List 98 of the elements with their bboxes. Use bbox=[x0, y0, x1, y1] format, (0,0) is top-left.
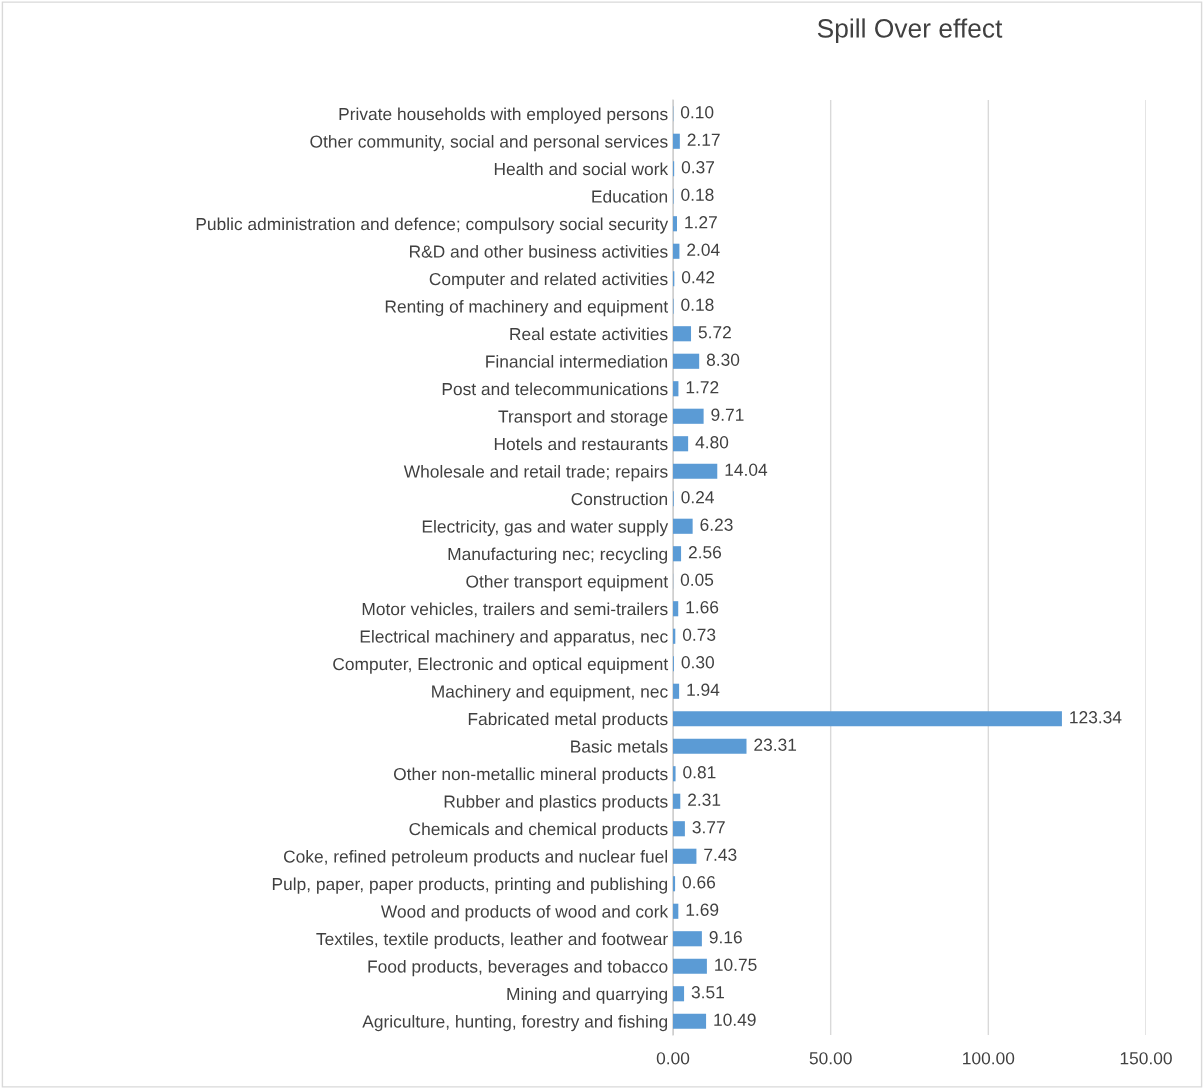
y-tick-label: Coke, refined petroleum products and nuclear fuel bbox=[283, 849, 668, 867]
bar bbox=[673, 518, 693, 534]
y-tick-label: Hotels and restaurants bbox=[494, 437, 668, 451]
data-label: 10.75 bbox=[715, 958, 757, 971]
bar bbox=[673, 216, 677, 232]
data-label: 0.73 bbox=[682, 628, 716, 641]
x-tick-label: 150.00 bbox=[1120, 1052, 1172, 1065]
data-label: 1.94 bbox=[687, 683, 720, 696]
bar bbox=[673, 958, 707, 974]
data-label: 1.69 bbox=[686, 903, 719, 916]
bar bbox=[673, 133, 680, 149]
x-tick-label: 0.00 bbox=[656, 1052, 690, 1065]
bar bbox=[673, 353, 700, 369]
y-tick-label: Machinery and equipment, nec bbox=[432, 684, 668, 702]
y-tick-label: Computer, Electronic and optical equipment bbox=[333, 657, 669, 674]
data-label: 10.49 bbox=[714, 1013, 756, 1026]
bar bbox=[673, 821, 685, 837]
y-tick-label: Financial intermediation bbox=[486, 354, 668, 368]
data-label: 0.05 bbox=[680, 573, 714, 586]
data-label: 6.23 bbox=[700, 518, 733, 531]
data-label: 2.56 bbox=[688, 546, 722, 559]
y-tick-label: Electricity, gas and water supply bbox=[422, 519, 669, 537]
data-label: 0.66 bbox=[682, 876, 716, 889]
data-label: 1.27 bbox=[685, 216, 717, 229]
y-tick-label: Post and telecommunications bbox=[442, 382, 668, 396]
y-tick-label: Public administration and defence; compulsory social security bbox=[196, 217, 669, 234]
data-label: 1.66 bbox=[686, 601, 719, 614]
bar bbox=[673, 546, 682, 562]
bar bbox=[673, 986, 685, 1002]
y-tick-label: Computer and related activities bbox=[429, 272, 668, 289]
x-tick-label: 50.00 bbox=[809, 1052, 852, 1065]
y-tick-label: Other community, social and personal services bbox=[310, 134, 668, 152]
data-label: 23.31 bbox=[754, 738, 797, 751]
bar bbox=[673, 793, 681, 809]
data-label: 0.30 bbox=[681, 656, 714, 669]
data-label: 123.34 bbox=[1070, 711, 1122, 724]
bar bbox=[673, 381, 679, 397]
y-tick-label: Rubber and plastics products bbox=[444, 794, 668, 812]
y-tick-label: Wood and products of wood and cork bbox=[380, 904, 669, 922]
x-tick-label: 100.00 bbox=[963, 1052, 1015, 1065]
data-label: 0.18 bbox=[681, 188, 714, 201]
data-label: 4.80 bbox=[695, 436, 729, 449]
y-tick-label: Real estate activities bbox=[510, 327, 668, 341]
data-label: 0.81 bbox=[683, 766, 716, 779]
data-label: 0.42 bbox=[681, 271, 715, 284]
data-label: 9.71 bbox=[711, 408, 744, 421]
y-tick-label: Education bbox=[592, 189, 668, 203]
data-label: 3.77 bbox=[692, 821, 725, 834]
y-tick-label: Food products, beverages and tobacco bbox=[368, 959, 668, 977]
data-label: 2.31 bbox=[688, 793, 721, 806]
bar bbox=[673, 436, 689, 452]
y-tick-label: Other transport equipment bbox=[466, 574, 669, 592]
y-tick-label: Pulp, paper, paper products, printing and publishing bbox=[272, 877, 668, 894]
y-tick-label: Textiles, textile products, leather and footwear bbox=[316, 932, 668, 949]
bar bbox=[673, 601, 679, 617]
bar bbox=[673, 848, 697, 864]
y-tick-label: Agriculture, hunting, forestry and fishing bbox=[362, 1014, 668, 1032]
data-label: 7.43 bbox=[704, 848, 737, 861]
data-label: 0.37 bbox=[681, 161, 715, 174]
bar bbox=[673, 408, 704, 424]
data-label: 3.51 bbox=[691, 986, 724, 999]
y-tick-label: Manufacturing nec; recycling bbox=[448, 547, 668, 564]
bar bbox=[673, 711, 1062, 727]
bar bbox=[673, 766, 676, 782]
y-tick-label: Private households with employed persons bbox=[339, 107, 668, 124]
data-label: 14.04 bbox=[725, 463, 768, 476]
bar bbox=[673, 326, 692, 342]
y-tick-label: Other non-metallic mineral products bbox=[393, 767, 668, 784]
bar bbox=[673, 931, 702, 947]
y-tick-label: Transport and storage bbox=[498, 409, 668, 427]
bar bbox=[673, 738, 747, 754]
data-label: 2.04 bbox=[687, 243, 720, 256]
y-tick-label: Motor vehicles, trailers and semi-trailers bbox=[362, 602, 668, 618]
y-tick-label: Fabricated metal products bbox=[468, 712, 668, 729]
data-label: 8.30 bbox=[706, 353, 740, 366]
y-tick-label: R&D and other business activities bbox=[410, 244, 668, 258]
bar bbox=[673, 243, 680, 259]
data-label: 2.17 bbox=[687, 133, 720, 146]
bar bbox=[673, 903, 679, 919]
bar bbox=[673, 463, 718, 479]
data-label: 9.16 bbox=[709, 931, 742, 944]
y-tick-label: Basic metals bbox=[571, 739, 668, 753]
y-tick-label: Wholesale and retail trade; repairs bbox=[403, 464, 668, 482]
y-tick-label: Chemicals and chemical products bbox=[409, 822, 668, 839]
bar bbox=[673, 876, 676, 892]
chart-title: Spill Over effect bbox=[817, 18, 1003, 43]
bar bbox=[673, 1013, 707, 1029]
y-tick-label: Electrical machinery and apparatus, nec bbox=[360, 629, 668, 647]
data-label: 5.72 bbox=[698, 326, 731, 339]
y-tick-label: Health and social work bbox=[494, 162, 669, 176]
y-tick-label: Mining and quarrying bbox=[507, 987, 668, 1004]
data-label: 1.72 bbox=[686, 381, 719, 394]
y-tick-label: Renting of machinery and equipment bbox=[385, 299, 669, 317]
data-label: 0.18 bbox=[681, 298, 714, 311]
bar bbox=[673, 683, 680, 699]
data-label: 0.10 bbox=[680, 106, 714, 119]
y-tick-label: Construction bbox=[571, 492, 668, 506]
data-label: 0.24 bbox=[681, 491, 714, 504]
